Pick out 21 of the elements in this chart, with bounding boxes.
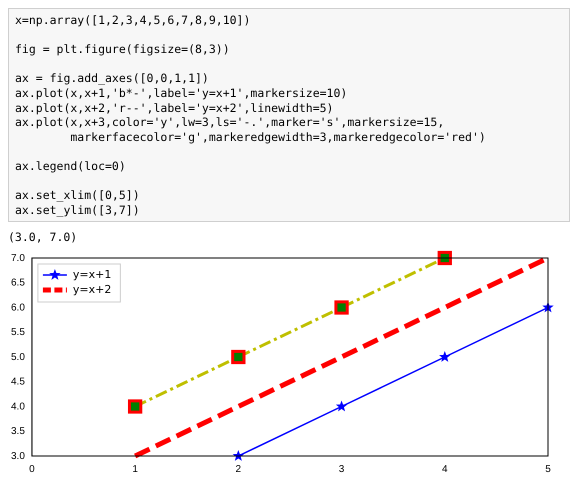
text: x=np.array([1,2,3,4,5,6,7,8,9,10]) fig = plt.figure(figsize=(8,3)) ax = fig.add_axes([0,0,1,1]) ax.plot(x,x+1,'b*-',label='y=x+1',markersize=10) ax.plot(x,x+2,'r--',label='y=x+2',linewidth=5) ax.plot(x,x+3,color='y',lw=3,ls='-.',marker='s',markersize=15, markerfacecolor='g',markeredgewidth=3,markeredgecolor='red') ax.legend(loc=0) ax.set_xlim([0,5]) ax.set_ylim([3,7]) (15, 13, 486, 217)
legend-label: y=x+1 (72, 268, 112, 282)
y-tick-label: 3.0 (10, 451, 26, 462)
x-tick-label: 0 (29, 464, 36, 476)
x-tick-label: 3 (338, 464, 345, 476)
y-tick-label: 3.5 (10, 426, 26, 438)
point (336, 400, 348, 412)
y-tick-label: 6.5 (10, 278, 26, 289)
y-tick-label: 6.0 (10, 302, 26, 314)
text: (3.0, 7.0) (8, 229, 78, 246)
x-tick-label: 2 (236, 464, 242, 476)
y-tick-label: 5.0 (10, 352, 26, 364)
legend-label: y=x+2 (72, 283, 112, 296)
x-tick-label: 4 (442, 464, 448, 476)
x-tick-label: 5 (545, 464, 552, 476)
y-tick-label: 4.5 (10, 376, 26, 388)
x-tick-label: 1 (132, 464, 138, 476)
y-tick-label: 5.5 (10, 327, 26, 338)
y-tick-label: 4.0 (10, 402, 26, 413)
point (439, 351, 450, 362)
y-tick-label: 7.0 (10, 253, 26, 264)
